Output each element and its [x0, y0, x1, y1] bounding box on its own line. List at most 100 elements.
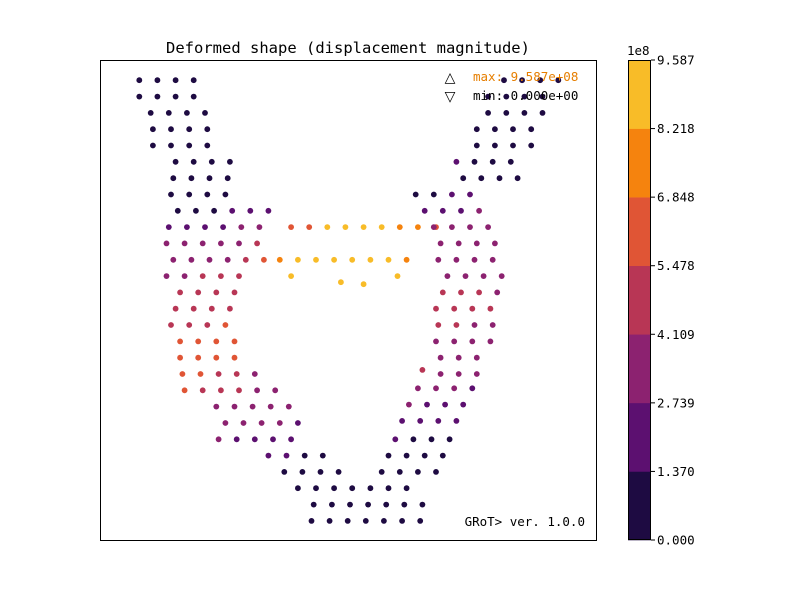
data-point: [449, 224, 455, 231]
data-point: [338, 279, 344, 286]
data-point: [197, 371, 204, 377]
data-point: [267, 403, 274, 410]
data-point: [251, 371, 258, 377]
data-point: [310, 501, 317, 508]
data-point: [514, 175, 521, 182]
data-point: [453, 256, 460, 263]
data-point: [218, 273, 224, 279]
data-point: [154, 93, 161, 100]
data-point: [419, 367, 426, 373]
data-point: [394, 273, 401, 279]
data-point: [489, 158, 496, 165]
colorbar: 0.000 1.370 2.739 4.109 5.478 6.848 8.218 9.587: [628, 53, 695, 548]
data-point: [240, 420, 247, 426]
data-point: [381, 518, 387, 524]
data-point: [163, 273, 170, 279]
data-point: [367, 485, 374, 492]
data-point: [220, 224, 227, 231]
data-point: [186, 142, 193, 149]
data-point: [195, 338, 202, 345]
colorbar-segment: [628, 197, 651, 267]
data-point: [467, 224, 473, 231]
data-point: [319, 452, 326, 459]
data-point: [539, 110, 546, 116]
data-point: [272, 387, 279, 394]
data-point: [236, 387, 242, 394]
data-point: [199, 273, 206, 279]
data-point: [249, 403, 256, 410]
data-point: [360, 281, 367, 288]
data-point: [485, 93, 491, 100]
data-point: [254, 240, 260, 247]
data-point: [236, 240, 242, 247]
data-point: [417, 418, 424, 424]
data-point: [455, 240, 462, 247]
data-point: [236, 273, 242, 279]
data-point: [503, 93, 510, 100]
data-point: [190, 77, 197, 84]
data-point: [451, 305, 458, 312]
data-point: [349, 256, 356, 263]
data-point: [385, 256, 392, 263]
data-point: [555, 77, 562, 84]
data-point: [170, 256, 177, 263]
data-point: [313, 256, 319, 263]
data-point: [227, 305, 233, 312]
data-point: [460, 175, 467, 182]
data-point: [276, 256, 283, 263]
data-point: [458, 289, 464, 296]
colorbar-tick-label: 0.000: [657, 533, 695, 548]
data-point: [233, 436, 240, 443]
data-point: [485, 110, 491, 116]
data-point: [177, 354, 184, 361]
data-point: [147, 110, 154, 116]
data-point: [489, 322, 496, 328]
data-point: [439, 452, 446, 459]
max-marker-icon: △: [445, 70, 456, 86]
data-point: [261, 256, 267, 263]
data-point: [399, 418, 405, 424]
data-point: [378, 469, 385, 475]
data-point: [521, 93, 528, 100]
data-point: [222, 322, 229, 328]
data-point: [270, 436, 276, 443]
data-point: [168, 322, 174, 328]
data-point: [453, 322, 460, 328]
data-point: [242, 256, 249, 263]
data-point: [208, 305, 215, 312]
data-point: [181, 273, 188, 279]
colorbar-tick-label: 9.587: [657, 53, 695, 68]
data-point: [251, 436, 258, 443]
data-point: [186, 126, 193, 133]
data-point: [521, 110, 528, 116]
data-point: [177, 289, 184, 296]
data-point: [462, 273, 469, 279]
data-point: [224, 256, 231, 263]
data-point: [430, 224, 437, 231]
data-point: [473, 354, 480, 361]
data-point: [471, 158, 478, 165]
data-point: [313, 485, 319, 492]
data-point: [204, 142, 211, 149]
data-point: [406, 401, 412, 408]
data-point: [473, 371, 480, 377]
data-point: [435, 418, 442, 424]
data-point: [469, 338, 476, 345]
data-point: [496, 175, 503, 182]
data-point: [335, 469, 342, 475]
data-point: [199, 387, 206, 394]
data-point: [326, 518, 333, 524]
data-point: [415, 385, 421, 392]
data-point: [256, 224, 263, 231]
colorbar-segment: [628, 265, 651, 335]
data-point: [213, 338, 220, 345]
data-point: [215, 436, 222, 443]
data-point: [378, 224, 385, 231]
data-point: [492, 240, 498, 247]
data-point: [435, 256, 442, 263]
data-point: [403, 256, 410, 263]
colorbar-tick-label: 2.739: [657, 395, 695, 410]
version-label: GRoT> ver. 1.0.0: [465, 514, 585, 529]
data-point: [215, 371, 222, 377]
data-point: [136, 93, 143, 100]
